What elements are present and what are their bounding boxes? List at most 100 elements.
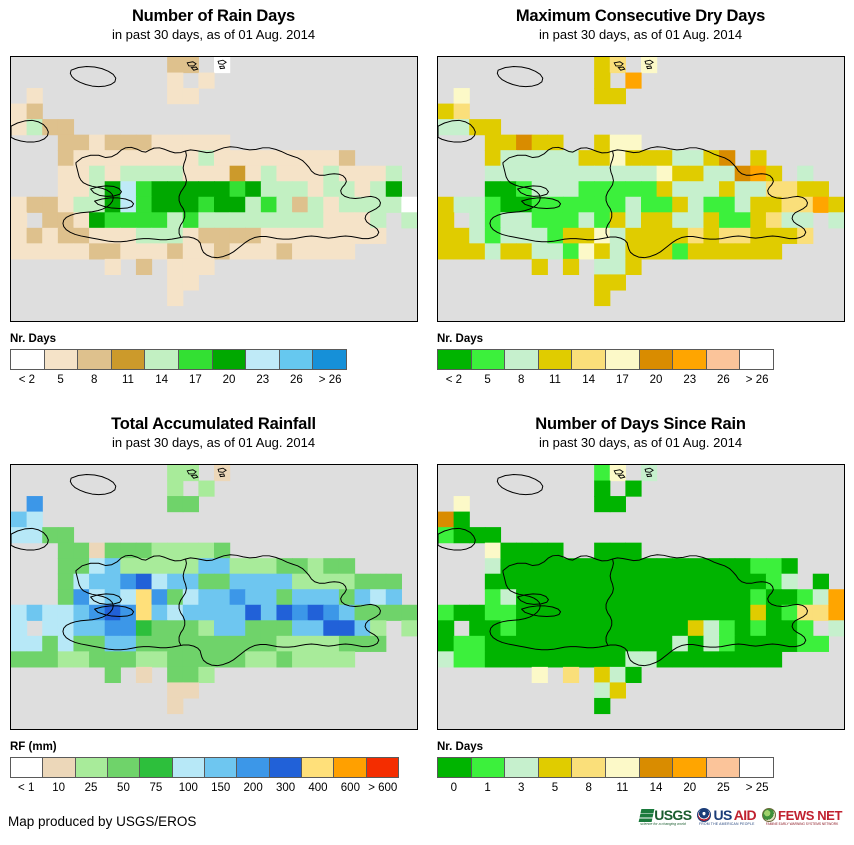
fews-net-logo: FEWS NET FAMINE EARLY WARNING SYSTEMS NE… (762, 808, 842, 827)
map-frame[interactable] (10, 464, 418, 730)
legend-swatch-3 (538, 350, 573, 369)
panel-header: Maximum Consecutive Dry Days in past 30 … (427, 0, 854, 44)
legend-swatch-9 (313, 350, 346, 369)
legend-swatch-1 (43, 758, 76, 777)
legend-swatch-8 (269, 758, 302, 777)
legend-swatch-1 (471, 350, 506, 369)
panel-subtitle: in past 30 days, as of 01 Aug. 2014 (111, 435, 316, 450)
panel-header: Total Accumulated Rainfall in past 30 da… (0, 408, 427, 452)
map-raster (11, 465, 417, 729)
map-raster (438, 465, 844, 729)
usaid-logo: US AID FROM THE AMERICAN PEOPLE (697, 806, 757, 827)
page-title: Maximum Consecutive Dry Days (515, 7, 766, 25)
legend-tick-6: 150 (211, 782, 231, 794)
map-frame[interactable] (437, 464, 845, 730)
panel-subtitle: in past 30 days, as of 01 Aug. 2014 (111, 27, 316, 42)
legend-tick-6: 20 (222, 374, 236, 386)
globe-icon (762, 808, 777, 822)
legend-tick-0: < 2 (445, 374, 462, 386)
legend-dry-days: Nr. Days < 2 5 8 11 14 17 20 23 26 > 26 (437, 332, 774, 390)
legend-tick-5: 11 (616, 782, 629, 794)
legend-tick-2: 3 (518, 782, 525, 794)
legend-tick-6: 20 (649, 374, 663, 386)
legend-swatch-4 (572, 350, 606, 369)
legend-ticks: < 2 5 8 11 14 17 20 23 26 > 26 (10, 372, 347, 390)
legend-swatch-4 (572, 758, 606, 777)
fews-tagline: FAMINE EARLY WARNING SYSTEMS NETWORK (765, 822, 839, 826)
legend-tick-2: 8 (91, 374, 98, 386)
legend-swatch-5 (605, 758, 640, 777)
legend-accumulated-rainfall: RF (mm) < 1 10 25 50 75 100 150 200 300 400 600 > 6… (10, 740, 399, 798)
legend-swatch-2 (505, 350, 539, 369)
legend-rain-days: Nr. Days < 2 5 8 11 14 17 20 23 26 > 26 (10, 332, 347, 390)
usgs-wave-icon (638, 808, 655, 822)
panel-subtitle: in past 30 days, as of 01 Aug. 2014 (538, 27, 743, 42)
usaid-wordmark-us: US (713, 806, 732, 823)
legend-swatch-9 (301, 758, 335, 777)
legend-tick-0: < 2 (18, 374, 35, 386)
legend-tick-7: 20 (683, 782, 697, 794)
legend-tick-8: 26 (717, 374, 730, 386)
legend-swatch-7 (246, 350, 280, 369)
legend-swatch-9 (740, 758, 773, 777)
map-raster (11, 57, 417, 321)
legend-swatch-5 (172, 758, 205, 777)
legend-tick-10: 600 (340, 782, 360, 794)
legend-ticks: < 2 5 8 11 14 17 20 23 26 > 26 (437, 372, 774, 390)
panel-total-accumulated-rainfall: Total Accumulated Rainfall in past 30 da… (0, 408, 427, 800)
map-frame[interactable] (10, 56, 418, 322)
legend-tick-3: 11 (121, 374, 134, 386)
fews-wordmark: FEWS NET (778, 807, 842, 823)
legend-tick-6: 14 (649, 782, 663, 794)
legend-swatch-9 (740, 350, 773, 369)
legend-tick-0: 0 (450, 782, 458, 794)
legend-swatch-5 (605, 350, 640, 369)
map-credit: Map produced by USGS/EROS (8, 814, 197, 829)
legend-tick-1: 5 (57, 374, 64, 386)
legend-swatch-0 (438, 350, 472, 369)
legend-title: Nr. Days (437, 741, 484, 753)
legend-swatch-2 (78, 350, 112, 369)
legend-tick-8: 26 (290, 374, 303, 386)
panel-header: Number of Days Since Rain in past 30 day… (427, 408, 854, 452)
legend-swatch-10 (334, 758, 367, 777)
legend-tick-5: 17 (615, 374, 629, 386)
legend-swatch-6 (204, 758, 238, 777)
usgs-logo: USGS science for a changing world (638, 806, 692, 827)
legend-tick-1: 1 (484, 782, 491, 794)
usaid-wordmark-aid: AID (733, 806, 757, 823)
footer: Map produced by USGS/EROS USGS science f… (0, 800, 854, 845)
legend-tick-9: 400 (308, 782, 328, 794)
legend-swatch-3 (107, 758, 141, 777)
logo-strip: USGS science for a changing world US AID… (638, 806, 842, 827)
legend-bar (437, 757, 774, 778)
legend-tick-7: 23 (256, 374, 270, 386)
legend-tick-11: > 600 (368, 782, 398, 794)
legend-tick-3: 11 (548, 374, 561, 386)
legend-swatch-7 (673, 350, 707, 369)
legend-swatch-3 (111, 350, 146, 369)
legend-tick-5: 100 (178, 782, 198, 794)
legend-swatch-6 (639, 758, 674, 777)
map-frame[interactable] (437, 56, 845, 322)
legend-swatch-8 (279, 350, 314, 369)
legend-swatch-6 (639, 350, 674, 369)
legend-swatch-11 (366, 758, 398, 777)
usaid-seal-icon (697, 808, 712, 822)
legend-swatch-5 (178, 350, 213, 369)
legend-tick-4: 8 (585, 782, 592, 794)
legend-swatch-7 (673, 758, 707, 777)
legend-swatch-7 (237, 758, 270, 777)
legend-tick-4: 75 (149, 782, 163, 794)
page-title: Number of Rain Days (131, 7, 296, 25)
legend-tick-4: 14 (582, 374, 596, 386)
legend-tick-9: > 26 (745, 374, 769, 386)
usgs-wordmark: USGS (654, 806, 692, 823)
panel-number-of-rain-days: Number of Rain Days in past 30 days, as … (0, 0, 427, 408)
usaid-tagline: FROM THE AMERICAN PEOPLE (698, 822, 755, 826)
legend-tick-9: > 26 (318, 374, 342, 386)
legend-tick-2: 8 (518, 374, 525, 386)
legend-swatch-6 (212, 350, 247, 369)
legend-tick-8: 300 (275, 782, 296, 794)
usaid-logo-row: US AID (697, 806, 757, 823)
